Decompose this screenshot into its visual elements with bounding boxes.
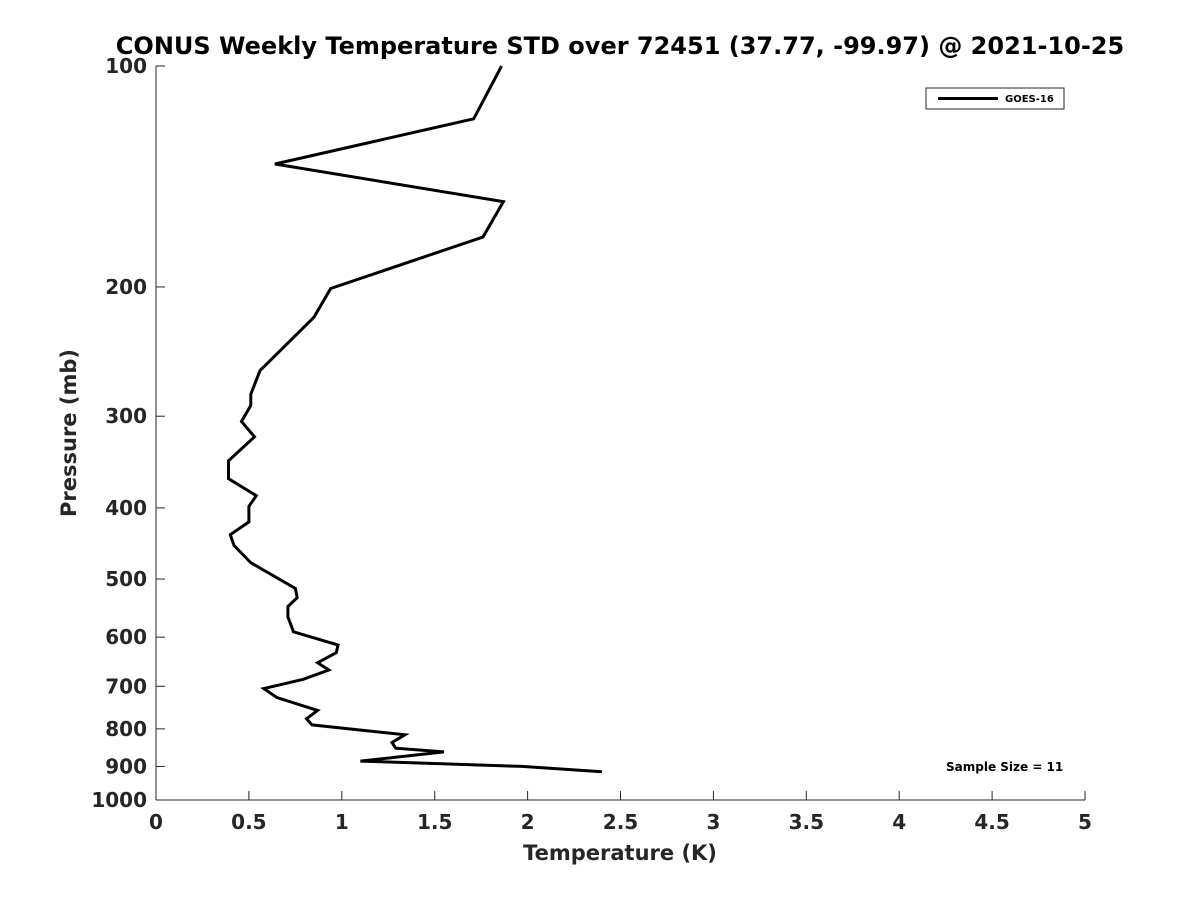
y-axis-ticks: 100 200 300 400 500 600 700 800 900 1000 bbox=[91, 54, 165, 812]
plot-area: 0 0.5 1 1.5 2 2.5 3 3.5 4 4.5 5 100 200 300 400 500 600… bbox=[91, 54, 1092, 834]
chart-title: CONUS Weekly Temperature STD over 72451 … bbox=[116, 32, 1124, 60]
x-tick-label: 2 bbox=[521, 810, 535, 834]
x-tick-label: 4 bbox=[892, 810, 906, 834]
series-line-goes-16 bbox=[227, 65, 602, 774]
x-tick-label: 2.5 bbox=[603, 810, 638, 834]
y-tick-label: 600 bbox=[105, 625, 147, 649]
x-tick-label: 4.5 bbox=[974, 810, 1009, 834]
legend-label-goes-16: GOES-16 bbox=[1005, 94, 1054, 105]
y-axis-label: Pressure (mb) bbox=[57, 349, 81, 517]
series-layer bbox=[227, 65, 602, 774]
sample-size-annotation: Sample Size = 11 bbox=[946, 760, 1063, 774]
x-tick-label: 1 bbox=[335, 810, 349, 834]
x-axis-label: Temperature (K) bbox=[523, 841, 717, 865]
y-tick-label: 500 bbox=[105, 567, 147, 591]
legend: GOES-16 bbox=[925, 87, 1065, 110]
y-tick-label: 800 bbox=[105, 717, 147, 741]
x-tick-label: 5 bbox=[1078, 810, 1092, 834]
x-tick-label: 3 bbox=[706, 810, 720, 834]
y-tick-label: 1000 bbox=[91, 788, 147, 812]
y-tick-label: 100 bbox=[105, 54, 147, 78]
x-tick-label: 1.5 bbox=[417, 810, 452, 834]
y-tick-label: 400 bbox=[105, 496, 147, 520]
y-tick-label: 200 bbox=[105, 275, 147, 299]
y-tick-label: 900 bbox=[105, 754, 147, 778]
x-tick-label: 3.5 bbox=[789, 810, 824, 834]
x-tick-label: 0 bbox=[149, 810, 163, 834]
x-axis-ticks: 0 0.5 1 1.5 2 2.5 3 3.5 4 4.5 5 bbox=[149, 791, 1092, 834]
x-tick-label: 0.5 bbox=[231, 810, 266, 834]
y-tick-label: 700 bbox=[105, 674, 147, 698]
y-tick-label: 300 bbox=[105, 404, 147, 428]
